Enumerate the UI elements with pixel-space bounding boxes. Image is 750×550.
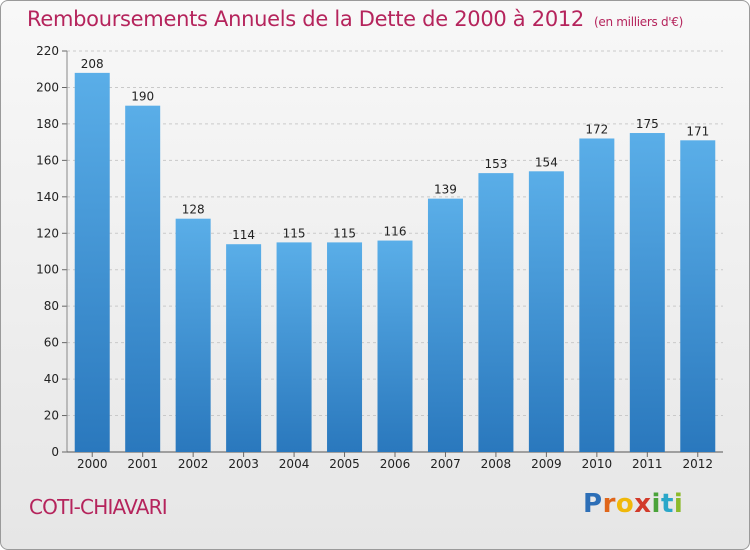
bar-value-label: 154	[535, 155, 558, 169]
x-tick-label: 2010	[582, 457, 613, 471]
y-tick-label: 80	[44, 299, 59, 313]
logo-letter: i	[651, 489, 661, 519]
logo-letter: i	[673, 489, 684, 519]
y-tick-label: 60	[44, 336, 59, 350]
y-tick-label: 140	[36, 190, 59, 204]
x-tick-label: 2008	[481, 457, 512, 471]
bar-value-label: 128	[182, 203, 205, 217]
bar-2003	[226, 244, 262, 452]
x-tick-label: 2009	[531, 457, 562, 471]
bar-value-label: 115	[333, 226, 356, 240]
x-tick-label: 2007	[430, 457, 461, 471]
bar-value-label: 116	[384, 225, 407, 239]
proxiti-logo: Proxiti	[583, 489, 683, 519]
y-tick-label: 100	[36, 263, 59, 277]
x-tick-label: 2006	[380, 457, 411, 471]
bar-2009	[528, 171, 564, 453]
x-tick-label: 2011	[632, 457, 663, 471]
bar-2004	[276, 242, 312, 452]
chart-title-text: Remboursements Annuels de la Dette de 20…	[27, 7, 584, 31]
logo-letter: o	[615, 489, 635, 519]
chart-title: Remboursements Annuels de la Dette de 20…	[27, 7, 683, 31]
bar-value-label: 171	[686, 124, 709, 138]
logo-letter: P	[583, 489, 603, 519]
y-tick-label: 120	[36, 226, 59, 240]
y-tick-label: 20	[44, 409, 59, 423]
bar-2007	[427, 198, 463, 452]
y-tick-label: 200	[36, 80, 59, 94]
bar-2000	[74, 72, 110, 452]
y-tick-label: 160	[36, 153, 59, 167]
bar-2008	[478, 173, 514, 452]
bar-value-label: 190	[131, 90, 154, 104]
bar-value-label: 175	[636, 117, 659, 131]
y-tick-label: 0	[51, 445, 59, 459]
bar-2005	[327, 242, 363, 452]
bar-2010	[579, 138, 615, 452]
bar-value-label: 153	[484, 157, 507, 171]
bar-value-label: 114	[232, 228, 255, 242]
bar-2012	[680, 140, 716, 452]
bar-2001	[125, 105, 161, 452]
y-tick-label: 220	[36, 44, 59, 58]
bar-value-label: 139	[434, 183, 457, 197]
chart-unit: (en milliers d'€)	[594, 15, 684, 29]
x-tick-label: 2000	[77, 457, 108, 471]
x-tick-label: 2003	[228, 457, 259, 471]
x-tick-label: 2002	[178, 457, 209, 471]
bar-value-label: 208	[81, 57, 104, 71]
bar-value-label: 115	[283, 226, 306, 240]
label-layer: 208 2000 190 2001 128 2002 114 2003 115 2004 115 20…	[77, 57, 713, 471]
entity-name: COTI-CHIAVARI	[29, 495, 168, 519]
bar-value-label: 172	[585, 122, 608, 136]
y-tick-label: 40	[44, 372, 59, 386]
logo-letter: t	[660, 489, 674, 519]
bar-2006	[377, 240, 413, 452]
x-tick-label: 2012	[682, 457, 713, 471]
logo-letter: r	[602, 489, 616, 519]
logo-letter: x	[634, 489, 652, 519]
y-tick-label: 180	[36, 117, 59, 131]
x-tick-label: 2005	[329, 457, 360, 471]
x-tick-label: 2004	[279, 457, 310, 471]
x-tick-label: 2001	[127, 457, 158, 471]
bar-2002	[175, 218, 211, 452]
bar-2011	[629, 133, 665, 453]
bar-layer	[74, 72, 716, 453]
